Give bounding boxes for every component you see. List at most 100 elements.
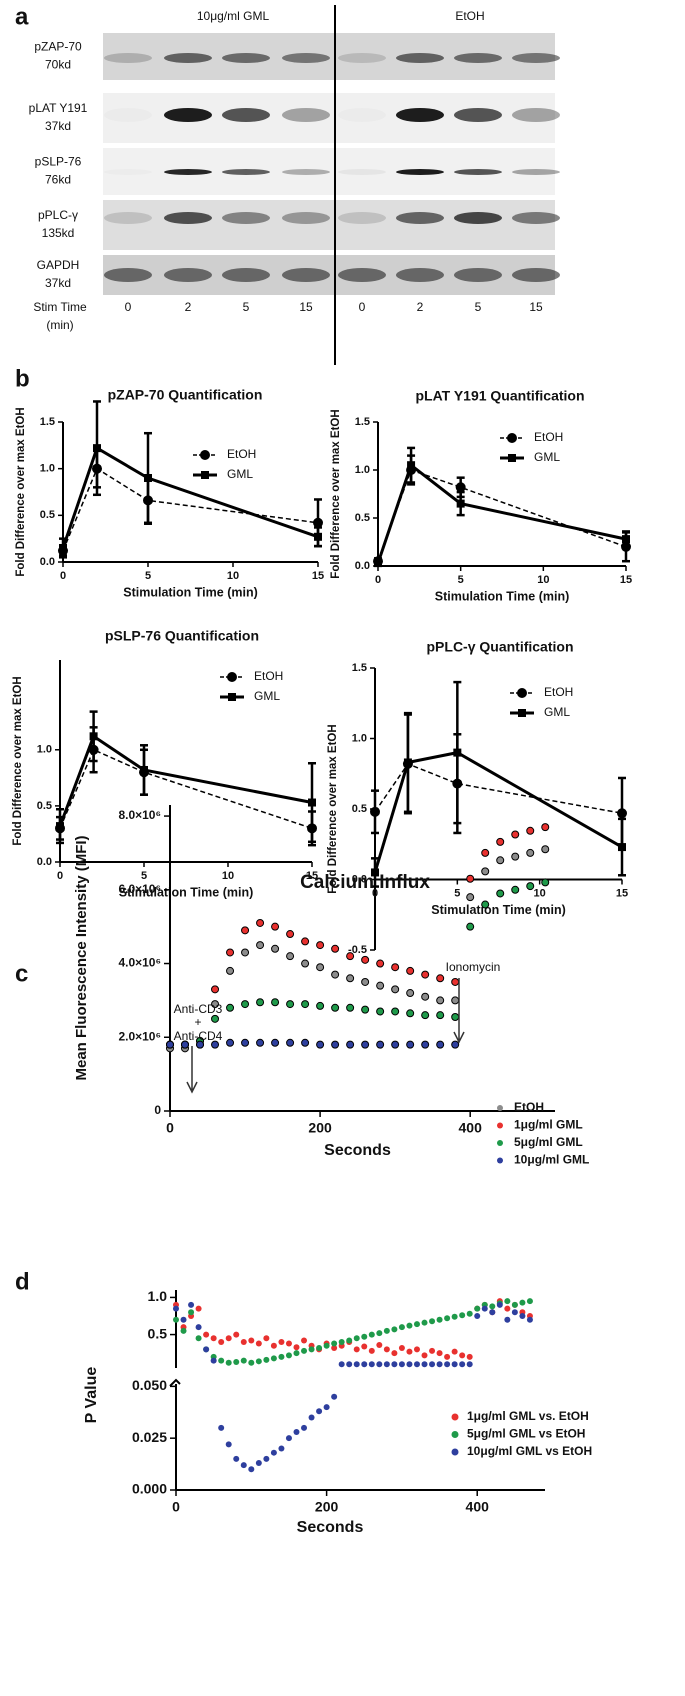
point	[323, 1342, 330, 1349]
blot-band	[396, 53, 444, 63]
point	[248, 1337, 255, 1344]
marker	[89, 732, 98, 741]
blot-band	[396, 108, 444, 122]
point	[376, 981, 385, 990]
point	[188, 1301, 195, 1308]
point	[489, 1303, 496, 1310]
point	[316, 1040, 325, 1049]
point	[173, 1305, 179, 1312]
point	[270, 1449, 277, 1456]
x-tick-label: 400	[459, 1120, 483, 1136]
x-tick-label: 0	[372, 887, 378, 899]
x-axis-label: Stimulation Time (min)	[123, 585, 258, 599]
point	[286, 930, 295, 939]
y-tick-label: 0.5	[355, 512, 370, 524]
point	[466, 1361, 473, 1368]
point	[406, 1322, 413, 1329]
marker	[374, 559, 382, 568]
y-axis-label: Fold Difference over max EtOH	[327, 724, 339, 893]
blot-band	[512, 169, 560, 175]
condition-label: 10μg/ml GML	[197, 9, 270, 23]
point	[406, 1009, 415, 1018]
blot-band	[454, 268, 502, 282]
point	[376, 1040, 385, 1049]
x-tick-label: 5	[141, 870, 147, 882]
point	[451, 1040, 460, 1049]
point	[225, 1441, 232, 1448]
point	[526, 1298, 533, 1305]
point	[429, 1361, 436, 1368]
legend-marker	[451, 1448, 459, 1456]
blot-band	[222, 108, 270, 122]
point	[511, 830, 520, 839]
marker	[308, 798, 316, 807]
series-line	[377, 469, 627, 562]
y-tick-label: 0.0	[355, 560, 370, 572]
x-tick-label: 10	[534, 887, 546, 899]
blot-band	[104, 212, 152, 224]
blot-row-name: pLAT Y191	[29, 101, 88, 115]
point	[511, 1309, 518, 1316]
chart-title: pZAP-70 Quantification	[108, 387, 263, 403]
legend-label: GML	[254, 689, 280, 703]
point	[496, 856, 505, 865]
y-axis-label: Fold Difference over max EtOH	[15, 407, 27, 576]
stim-label: (min)	[46, 318, 73, 332]
point	[293, 1350, 300, 1357]
point	[504, 1316, 511, 1323]
x-tick-label: 200	[315, 1499, 339, 1515]
point	[398, 1361, 405, 1368]
point	[466, 874, 475, 883]
point	[541, 845, 550, 854]
point	[286, 1038, 295, 1047]
marker	[314, 532, 322, 541]
point	[255, 1358, 262, 1365]
point	[406, 966, 415, 975]
marker	[618, 843, 626, 852]
point	[240, 1339, 247, 1345]
point	[496, 1301, 503, 1308]
marker	[622, 535, 630, 544]
y-tick-label: 0.0	[40, 556, 55, 568]
series-line	[61, 445, 319, 549]
point	[406, 1361, 413, 1368]
point	[444, 1361, 451, 1368]
y-tick-label: 0.5	[148, 1325, 168, 1341]
point	[376, 1341, 383, 1348]
y-tick-label: 0.0	[37, 856, 52, 868]
marker	[371, 868, 379, 877]
point	[481, 867, 490, 876]
blot-band	[282, 53, 330, 63]
point	[270, 1342, 277, 1349]
x-tick-label: 15	[306, 870, 318, 882]
y-tick-label: 0.5	[40, 509, 55, 521]
x-axis-label: Stimulation Time (min)	[431, 903, 566, 917]
point	[496, 837, 505, 846]
point	[301, 937, 310, 946]
point	[421, 970, 430, 979]
point	[286, 1000, 295, 1009]
point	[376, 1330, 383, 1337]
point	[338, 1361, 345, 1368]
point	[180, 1316, 187, 1323]
point	[353, 1361, 360, 1368]
legend-label: GML	[534, 450, 560, 464]
legend-marker	[200, 450, 210, 460]
point	[211, 1040, 220, 1049]
point	[233, 1331, 240, 1338]
x-tick-label: 200	[308, 1120, 332, 1136]
legend-marker	[497, 1122, 503, 1129]
lane-label: 15	[299, 300, 313, 314]
point	[466, 1353, 473, 1360]
point	[474, 1313, 481, 1319]
legend-label: EtOH	[534, 430, 563, 444]
point	[391, 1350, 398, 1357]
point	[278, 1353, 285, 1360]
point	[466, 893, 475, 902]
point	[406, 989, 415, 998]
point	[466, 1310, 473, 1317]
series-line	[62, 467, 319, 552]
point	[256, 1038, 265, 1047]
point	[218, 1339, 225, 1345]
point	[301, 1424, 308, 1431]
